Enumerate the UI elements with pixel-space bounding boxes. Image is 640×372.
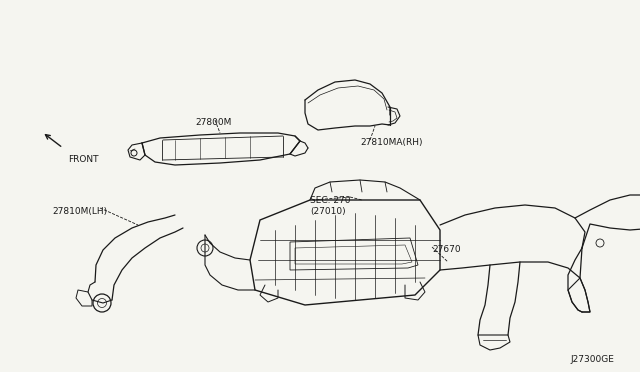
Text: J27300GE: J27300GE bbox=[570, 355, 614, 364]
Text: 27800M: 27800M bbox=[195, 118, 232, 127]
Text: 27810MA(RH): 27810MA(RH) bbox=[360, 138, 422, 147]
Text: (27010): (27010) bbox=[310, 207, 346, 216]
Text: FRONT: FRONT bbox=[68, 155, 99, 164]
Text: SEC. 270: SEC. 270 bbox=[310, 196, 351, 205]
Text: 27810M(LH): 27810M(LH) bbox=[52, 207, 107, 216]
Text: 27670: 27670 bbox=[432, 245, 461, 254]
